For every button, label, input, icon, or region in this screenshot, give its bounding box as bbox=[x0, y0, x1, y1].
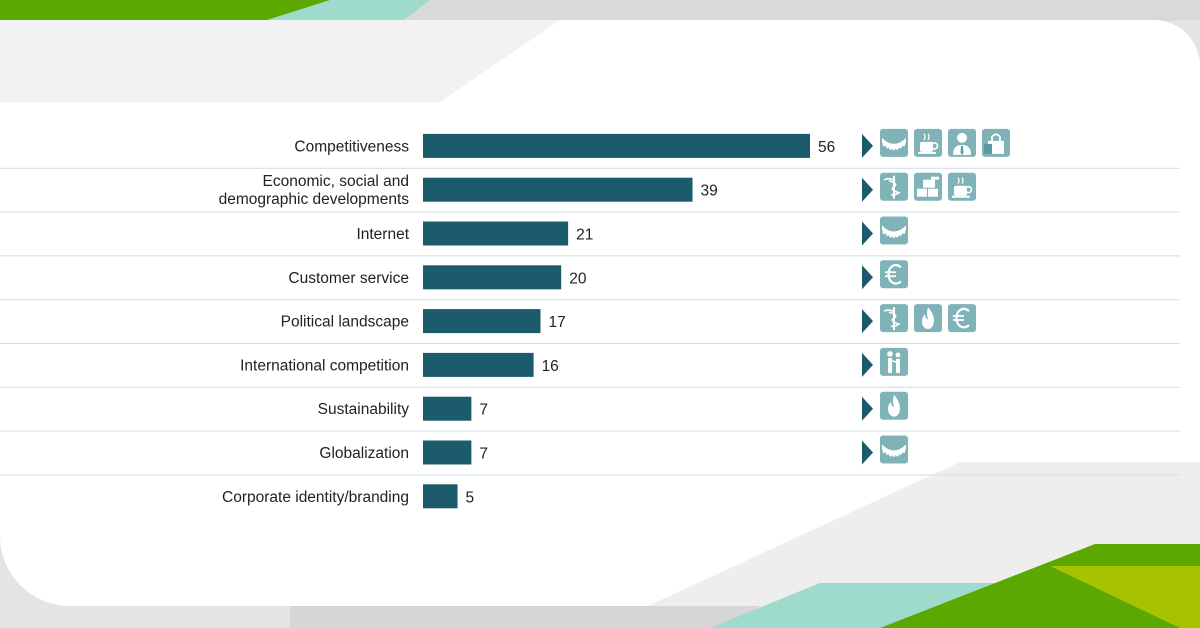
category-label: Corporate identity/branding bbox=[222, 489, 409, 506]
row-divider bbox=[0, 386, 1180, 388]
row-marker-arrow bbox=[862, 177, 873, 202]
bars bbox=[423, 133, 810, 509]
bar bbox=[423, 133, 810, 158]
category-label: Competitiveness bbox=[294, 138, 409, 155]
bar bbox=[423, 265, 562, 290]
flame-icon bbox=[914, 304, 942, 333]
category-label: Economic, social and bbox=[263, 173, 409, 190]
value-label: 56 bbox=[818, 139, 835, 156]
bar bbox=[423, 221, 569, 246]
category-label: Political landscape bbox=[281, 314, 409, 331]
value-labels: 56 39 21 20 17 16 7 7 5 bbox=[466, 139, 836, 506]
value-label: 16 bbox=[542, 358, 559, 375]
row-marker-arrow bbox=[862, 309, 873, 334]
value-label: 5 bbox=[466, 489, 475, 506]
family-icon bbox=[880, 347, 908, 376]
category-label: International competition bbox=[240, 357, 409, 374]
row-markers bbox=[862, 133, 873, 465]
euro-icon bbox=[948, 304, 976, 333]
row-marker-arrow bbox=[862, 265, 873, 290]
gear-icon bbox=[880, 435, 908, 464]
category-label: Internet bbox=[356, 226, 409, 243]
category-labels: Competitiveness Economic, social anddemog… bbox=[219, 138, 410, 505]
row-divider bbox=[0, 211, 1180, 213]
shopping-bag-icon bbox=[982, 128, 1010, 157]
row-divider bbox=[0, 167, 1180, 169]
coffee-cup-icon bbox=[948, 172, 976, 201]
bar bbox=[423, 396, 472, 421]
bar bbox=[423, 177, 693, 202]
caduceus-icon bbox=[880, 304, 908, 333]
value-label: 20 bbox=[569, 270, 587, 287]
flame-icon bbox=[880, 391, 908, 420]
value-label: 17 bbox=[548, 314, 565, 331]
row-marker-arrow bbox=[862, 396, 873, 421]
bar bbox=[423, 484, 458, 509]
category-label: Customer service bbox=[288, 270, 409, 287]
value-label: 21 bbox=[576, 227, 593, 244]
row-divider bbox=[0, 255, 1180, 257]
row-divider bbox=[0, 430, 1180, 432]
bar bbox=[423, 352, 534, 377]
euro-icon bbox=[880, 260, 908, 289]
gear-icon bbox=[880, 128, 908, 157]
value-label: 39 bbox=[701, 183, 718, 200]
building-blocks-icon bbox=[914, 172, 942, 201]
bar bbox=[423, 309, 541, 334]
row-marker-arrow bbox=[862, 440, 873, 465]
category-label: demographic developments bbox=[219, 191, 410, 208]
row-divider bbox=[0, 299, 1180, 301]
businessman-icon bbox=[948, 128, 976, 157]
row-marker-arrow bbox=[862, 352, 873, 377]
row-icons bbox=[880, 128, 1010, 464]
caduceus-icon bbox=[880, 172, 908, 201]
row-marker-arrow bbox=[862, 221, 873, 246]
category-label: Globalization bbox=[319, 445, 409, 462]
row-marker-arrow bbox=[862, 133, 873, 158]
value-label: 7 bbox=[479, 446, 488, 463]
gear-icon bbox=[880, 216, 908, 245]
row-divider bbox=[0, 474, 1180, 476]
row-dividers bbox=[0, 167, 1180, 476]
category-label: Sustainability bbox=[318, 401, 410, 418]
bar bbox=[423, 440, 472, 465]
row-divider bbox=[0, 343, 1180, 344]
coffee-cup-icon bbox=[914, 128, 942, 157]
value-label: 7 bbox=[479, 402, 488, 419]
